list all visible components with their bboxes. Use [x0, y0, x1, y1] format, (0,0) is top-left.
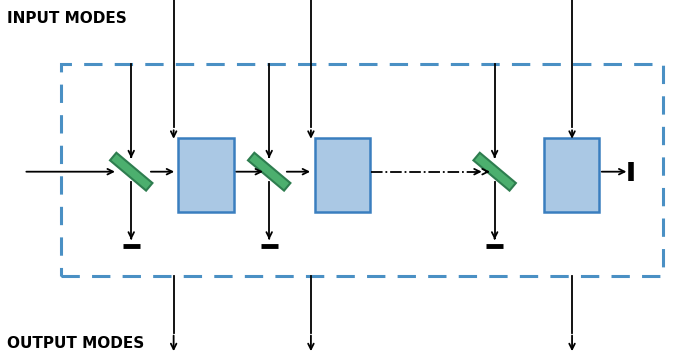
- Polygon shape: [473, 153, 516, 190]
- Bar: [61, 64, 663, 276]
- Text: INPUT MODES: INPUT MODES: [7, 11, 127, 25]
- Bar: [544, 138, 599, 212]
- Text: OUTPUT MODES: OUTPUT MODES: [7, 336, 144, 351]
- Polygon shape: [248, 153, 291, 190]
- Bar: [315, 138, 370, 212]
- Bar: [178, 138, 234, 212]
- Polygon shape: [110, 153, 153, 190]
